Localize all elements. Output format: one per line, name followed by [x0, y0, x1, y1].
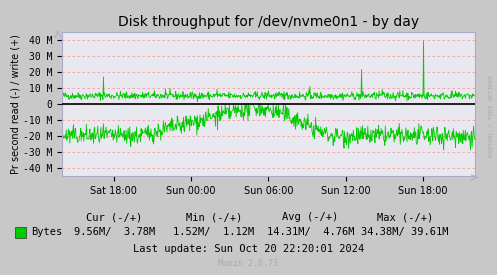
Text: Max (-/+): Max (-/+) — [377, 212, 433, 222]
Text: Cur (-/+): Cur (-/+) — [86, 212, 143, 222]
Text: RRDTOOL / TOBI OETIKER: RRDTOOL / TOBI OETIKER — [489, 74, 494, 157]
Text: 1.52M/  1.12M: 1.52M/ 1.12M — [173, 227, 254, 237]
Text: Bytes: Bytes — [31, 227, 62, 237]
Text: 14.31M/  4.76M: 14.31M/ 4.76M — [267, 227, 354, 237]
Text: Min (-/+): Min (-/+) — [185, 212, 242, 222]
Text: Avg (-/+): Avg (-/+) — [282, 212, 339, 222]
Text: Munin 2.0.73: Munin 2.0.73 — [219, 260, 278, 268]
Title: Disk throughput for /dev/nvme0n1 - by day: Disk throughput for /dev/nvme0n1 - by da… — [118, 15, 419, 29]
Text: 34.38M/ 39.61M: 34.38M/ 39.61M — [361, 227, 449, 237]
Text: 9.56M/  3.78M: 9.56M/ 3.78M — [74, 227, 155, 237]
Y-axis label: Pr second read (-) / write (+): Pr second read (-) / write (+) — [10, 34, 20, 174]
Text: Last update: Sun Oct 20 22:20:01 2024: Last update: Sun Oct 20 22:20:01 2024 — [133, 244, 364, 254]
